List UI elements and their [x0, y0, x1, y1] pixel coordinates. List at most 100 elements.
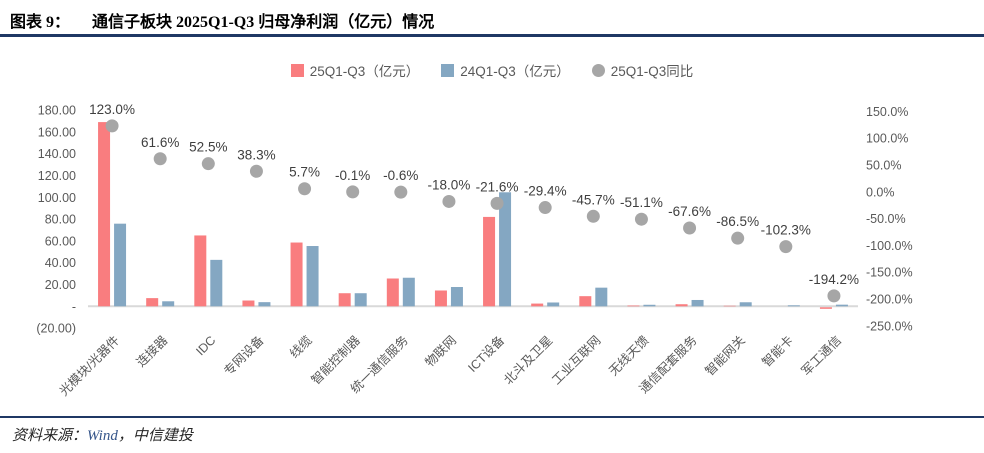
right-axis-tick-label: 150.0%	[866, 105, 908, 119]
bar-25q1q3	[242, 300, 255, 307]
yoy-data-label: -102.3%	[761, 223, 811, 238]
left-axis-tick-label: 120.00	[38, 169, 76, 183]
yoy-dot	[394, 185, 408, 199]
legend-swatch-24q-icon	[441, 63, 455, 77]
bar-24q1q3	[450, 287, 463, 307]
left-axis-tick-label: 140.00	[38, 147, 76, 161]
bar-25q1q3	[627, 305, 640, 307]
bar-24q1q3	[114, 223, 127, 307]
yoy-data-label: -67.6%	[668, 204, 711, 219]
yoy-data-label: 123.0%	[89, 102, 135, 117]
bar-24q1q3	[787, 305, 800, 307]
bar-24q1q3	[835, 304, 848, 307]
yoy-dot	[346, 185, 360, 199]
bar-25q1q3	[434, 290, 447, 307]
bar-25q1q3	[675, 304, 688, 307]
right-axis-tick-label: -150.0%	[866, 266, 913, 280]
left-axis-tick-label: 160.00	[38, 125, 76, 139]
category-label: 专网设备	[221, 332, 267, 378]
bar-24q1q3	[162, 301, 175, 307]
right-axis-tick-label: 50.0%	[866, 159, 901, 173]
profit-yoy-combo-chart: 180.00 160.00 140.00 120.00 100.00 80.00 60.00…	[36, 102, 913, 399]
bar-24q1q3	[258, 302, 271, 307]
yoy-dot	[827, 289, 841, 303]
figure-number: 图表 9：	[10, 14, 71, 31]
yoy-dot	[442, 194, 456, 208]
right-axis-tick-label: -200.0%	[866, 293, 913, 307]
left-axis-tick-label: 100.00	[38, 191, 76, 205]
yoy-dot	[683, 221, 697, 235]
bar-24q1q3	[547, 302, 560, 307]
category-label: 智能网关	[702, 333, 748, 379]
yoy-data-label: 52.5%	[189, 140, 227, 155]
bar-25q1q3	[194, 235, 207, 307]
category-label: 光模块/光器件	[57, 333, 122, 398]
yoy-dot	[779, 240, 793, 254]
bar-24q1q3	[595, 287, 608, 307]
bar-24q1q3	[402, 277, 415, 307]
right-axis-tick-label: -100.0%	[866, 239, 913, 253]
bar-25q1q3	[386, 278, 399, 307]
legend-swatch-25q-icon	[290, 63, 304, 77]
bar-25q1q3	[723, 305, 736, 307]
source-note: 资料来源：Wind，中信建投	[12, 424, 193, 445]
category-label: ICT设备	[465, 332, 508, 375]
category-label: 北斗及卫星	[501, 333, 555, 387]
figure-title: 通信子板块 2025Q1-Q3 归母净利润（亿元）情况	[92, 14, 435, 31]
legend-label-25q: 25Q1-Q3（亿元）	[309, 64, 420, 79]
yoy-data-label: -0.6%	[383, 168, 418, 183]
bar-25q1q3	[290, 242, 303, 307]
yoy-dot	[298, 182, 312, 196]
figure-header: 图表 9： 通信子板块 2025Q1-Q3 归母净利润（亿元）情况	[10, 8, 974, 32]
bar-25q1q3	[146, 298, 159, 307]
bar-25q1q3	[338, 293, 351, 307]
header-rule	[0, 34, 984, 37]
legend-swatch-yoy-icon	[591, 63, 605, 77]
yoy-dot	[538, 201, 552, 215]
legend-label-24q: 24Q1-Q3（亿元）	[460, 64, 570, 79]
chart-legend: 25Q1-Q3（亿元） 24Q1-Q3（亿元） 25Q1-Q3同比	[0, 60, 984, 80]
yoy-data-label: -194.2%	[809, 272, 859, 287]
yoy-dot	[153, 152, 167, 166]
bar-25q1q3	[98, 122, 111, 307]
category-label: IDC	[193, 333, 218, 358]
yoy-dot	[731, 231, 745, 245]
category-label: 线缆	[287, 333, 315, 361]
right-axis-tick-label: 0.0%	[866, 185, 895, 199]
legend-item-24q: 24Q1-Q3（亿元）	[441, 60, 570, 80]
yoy-data-label: -29.4%	[524, 184, 567, 199]
yoy-data-label: -45.7%	[572, 192, 615, 207]
left-axis-tick-label: 80.00	[45, 213, 76, 227]
category-label: 工业互联网	[549, 333, 603, 387]
bar-24q1q3	[306, 246, 319, 307]
category-label: 军工通信	[799, 333, 844, 378]
yoy-dot	[586, 209, 600, 223]
legend-item-yoy: 25Q1-Q3同比	[591, 60, 694, 80]
bar-24q1q3	[499, 192, 512, 307]
left-axis-tick-label: 40.00	[45, 256, 76, 270]
left-axis-tick-label: 180.00	[38, 104, 76, 118]
bar-24q1q3	[691, 299, 704, 307]
left-axis-tick-label: -	[72, 300, 76, 314]
bar-24q1q3	[210, 259, 223, 307]
legend-label-yoy: 25Q1-Q3同比	[610, 64, 694, 79]
yoy-data-label: 61.6%	[141, 135, 179, 150]
yoy-data-label: -21.6%	[476, 179, 519, 194]
yoy-dot	[634, 212, 648, 226]
category-label: 物联网	[423, 333, 459, 369]
yoy-data-label: 5.7%	[289, 165, 320, 180]
bar-25q1q3	[579, 296, 592, 307]
left-axis-tick-label: 20.00	[45, 278, 76, 292]
bar-25q1q3	[483, 216, 496, 307]
legend-item-25q: 25Q1-Q3（亿元）	[290, 60, 420, 80]
yoy-data-label: 38.3%	[237, 147, 275, 162]
source-wind: Wind	[87, 428, 118, 444]
yoy-data-label: -51.1%	[620, 195, 663, 210]
category-label: 连接器	[133, 332, 170, 369]
yoy-dot	[490, 196, 504, 210]
right-axis-tick-label: 100.0%	[866, 132, 908, 146]
source-org: ，中信建投	[117, 428, 193, 444]
yoy-data-label: -0.1%	[335, 168, 370, 183]
bar-24q1q3	[739, 302, 752, 307]
